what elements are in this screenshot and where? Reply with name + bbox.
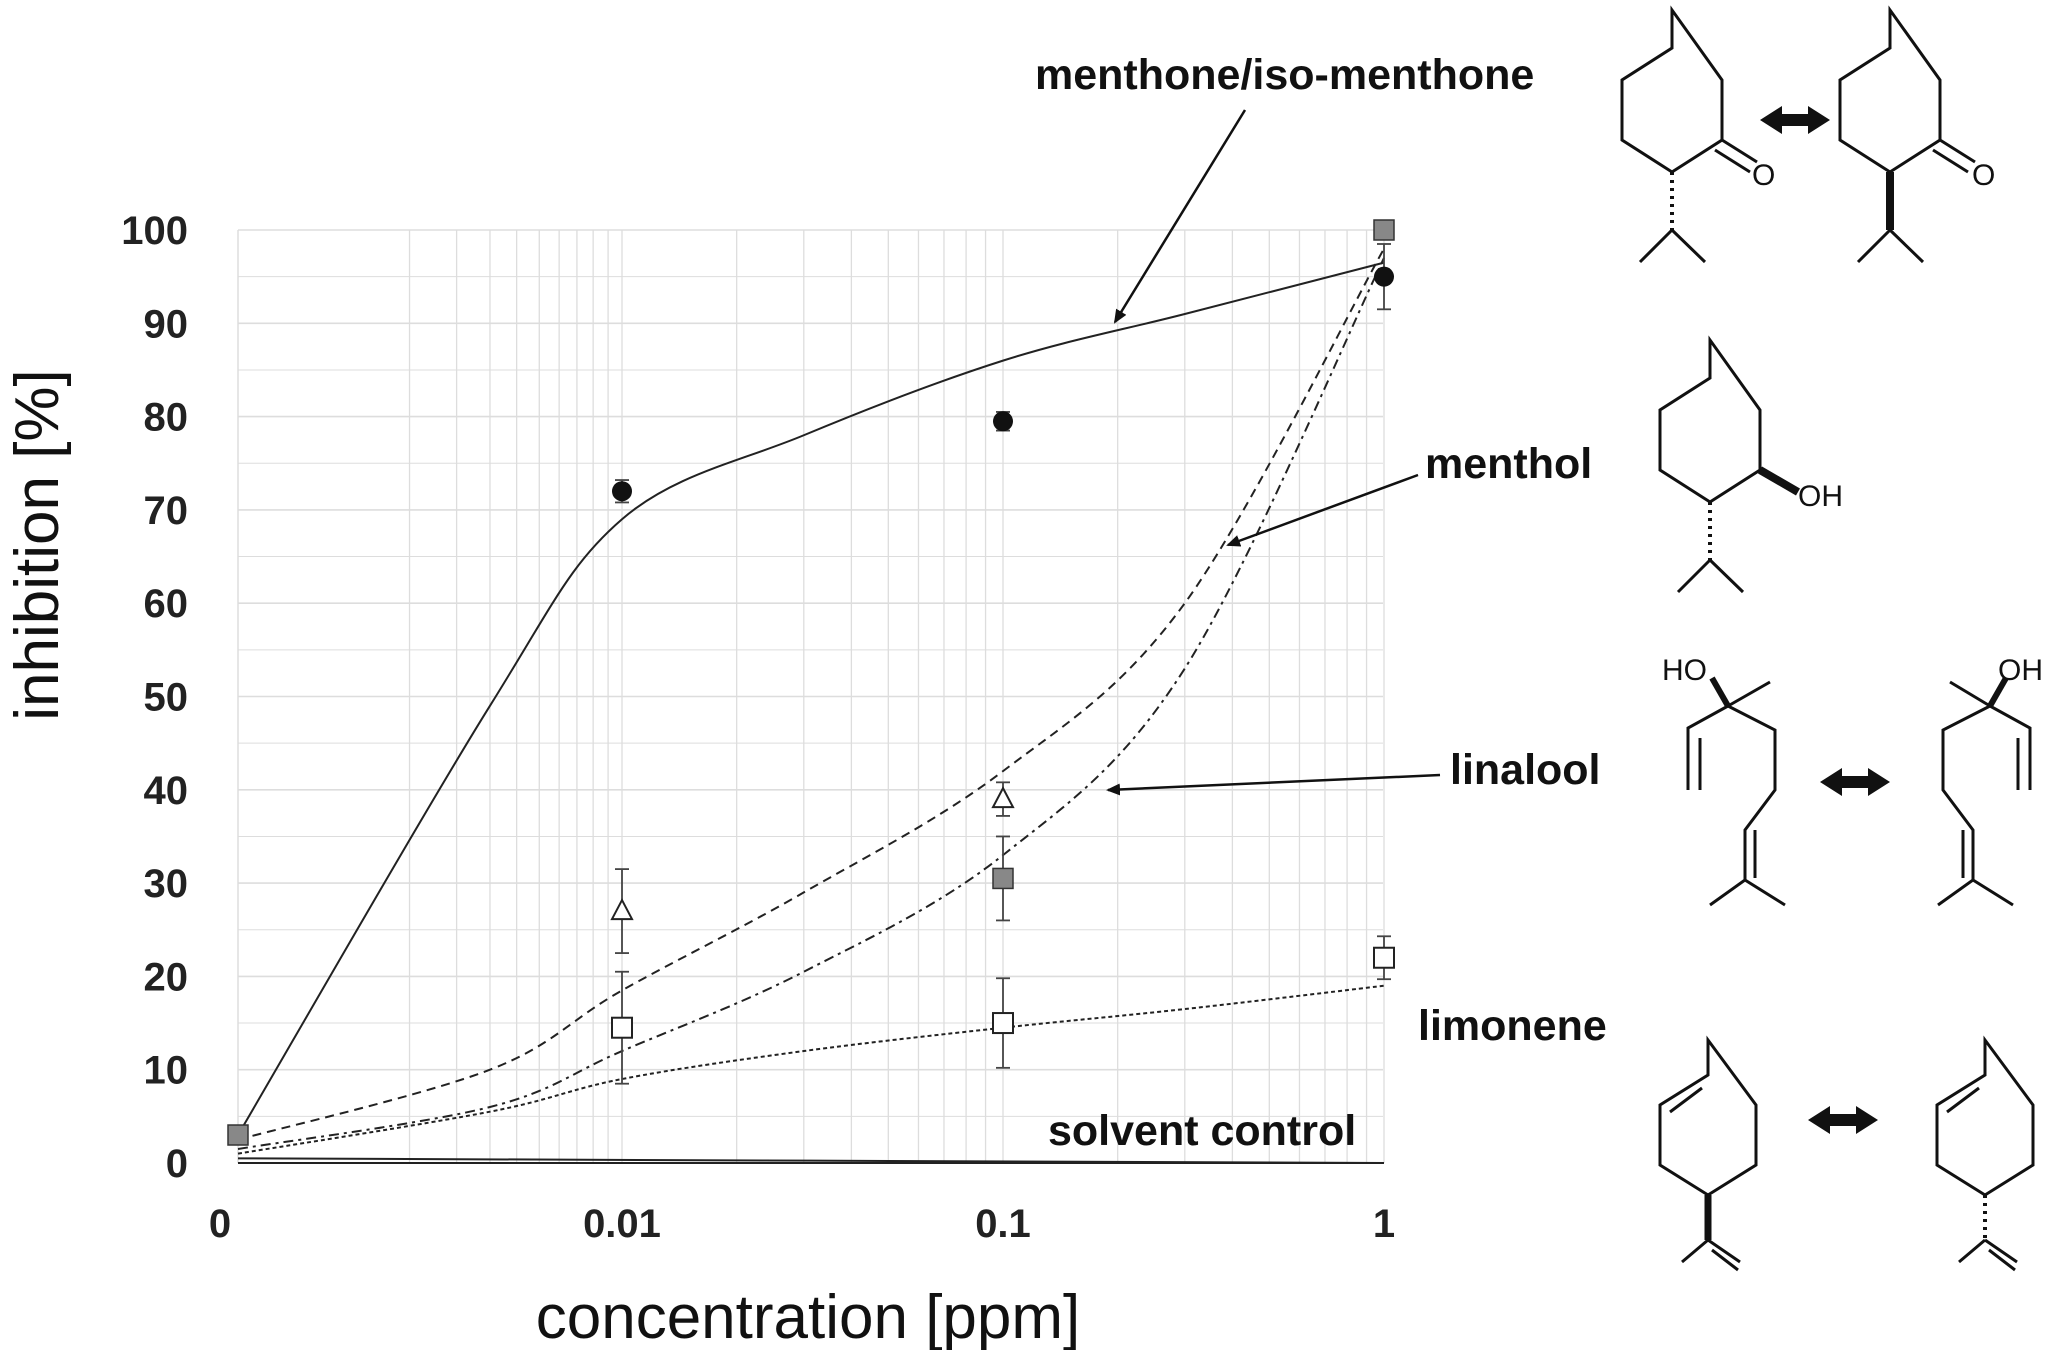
- x-tick-label: 0.1: [975, 1202, 1031, 1246]
- fit-curve: [237, 261, 1385, 1136]
- linalool-structure-1: [1686, 676, 1786, 907]
- data-point-circle: [612, 481, 632, 502]
- data-point-open-triangle: [991, 785, 1015, 809]
- arrow-menthone: [1113, 109, 1247, 324]
- y-tick-label: 60: [144, 582, 189, 626]
- linalool-oh-label: OH: [1998, 654, 2043, 687]
- data-point-circle: [993, 411, 1013, 432]
- y-axis-title: inhibition [%]: [3, 369, 72, 721]
- label-menthol: menthol: [1425, 440, 1592, 488]
- x-axis-title: concentration [ppm]: [536, 1283, 1081, 1350]
- fit-curve: [237, 984, 1385, 1155]
- y-tick-label: 100: [121, 209, 188, 253]
- data-points: [227, 219, 1395, 1146]
- x-tick-label: 0: [209, 1202, 231, 1246]
- y-tick-label: 50: [144, 676, 189, 720]
- linalool-structure-2: [1937, 676, 2032, 907]
- y-tick-label: 30: [144, 862, 189, 906]
- menthone-structure: [1620, 5, 1758, 264]
- double-arrow-icon-2: [1820, 768, 1890, 796]
- label-solvent-control: solvent control: [1048, 1107, 1356, 1155]
- data-point-grey-square: [227, 1124, 249, 1146]
- fit-curve: [237, 1157, 1385, 1164]
- x-tick-label: 1: [1373, 1202, 1395, 1246]
- double-arrow-icon-1: [1760, 106, 1830, 134]
- x-tick-label: 0.01: [583, 1202, 661, 1246]
- menthol-oh-label: OH: [1798, 480, 1843, 513]
- data-point-circle: [1374, 266, 1394, 287]
- menthone-o-label: O: [1752, 159, 1775, 192]
- fit-curve: [237, 257, 1385, 1150]
- arrow-linalool: [1106, 773, 1441, 796]
- limonene-structure-1: [1658, 1035, 1758, 1272]
- label-limonene: limonene: [1418, 1002, 1607, 1050]
- data-point-grey-square: [1373, 219, 1395, 241]
- data-point-grey-square: [992, 867, 1014, 890]
- y-tick-label: 90: [144, 302, 189, 346]
- data-point-open-square: [1373, 946, 1395, 969]
- y-tick-label: 10: [144, 1049, 189, 1093]
- y-tick-label: 20: [144, 955, 189, 999]
- y-tick-label: 70: [144, 489, 189, 533]
- label-menthone: menthone/iso-menthone: [1035, 51, 1534, 99]
- data-point-open-square: [611, 1016, 633, 1039]
- iso-menthone-structure: [1838, 5, 1976, 264]
- y-tick-label: 80: [144, 396, 189, 440]
- y-tick-label: 40: [144, 769, 189, 813]
- linalool-ho-label: HO: [1662, 654, 1707, 687]
- fit-curves: [237, 248, 1385, 1164]
- iso-menthone-o-label: O: [1972, 159, 1995, 192]
- data-point-open-triangle: [610, 897, 634, 921]
- data-point-open-square: [992, 1012, 1014, 1035]
- arrow-menthol: [1226, 473, 1419, 547]
- label-linalool: linalool: [1450, 746, 1601, 794]
- menthol-structure: [1658, 335, 1801, 594]
- fit-curve: [237, 248, 1385, 1141]
- limonene-structure-2: [1935, 1035, 2035, 1272]
- y-tick-label: 0: [166, 1142, 188, 1186]
- double-arrow-icon-3: [1808, 1106, 1878, 1134]
- grid: [237, 229, 1385, 1164]
